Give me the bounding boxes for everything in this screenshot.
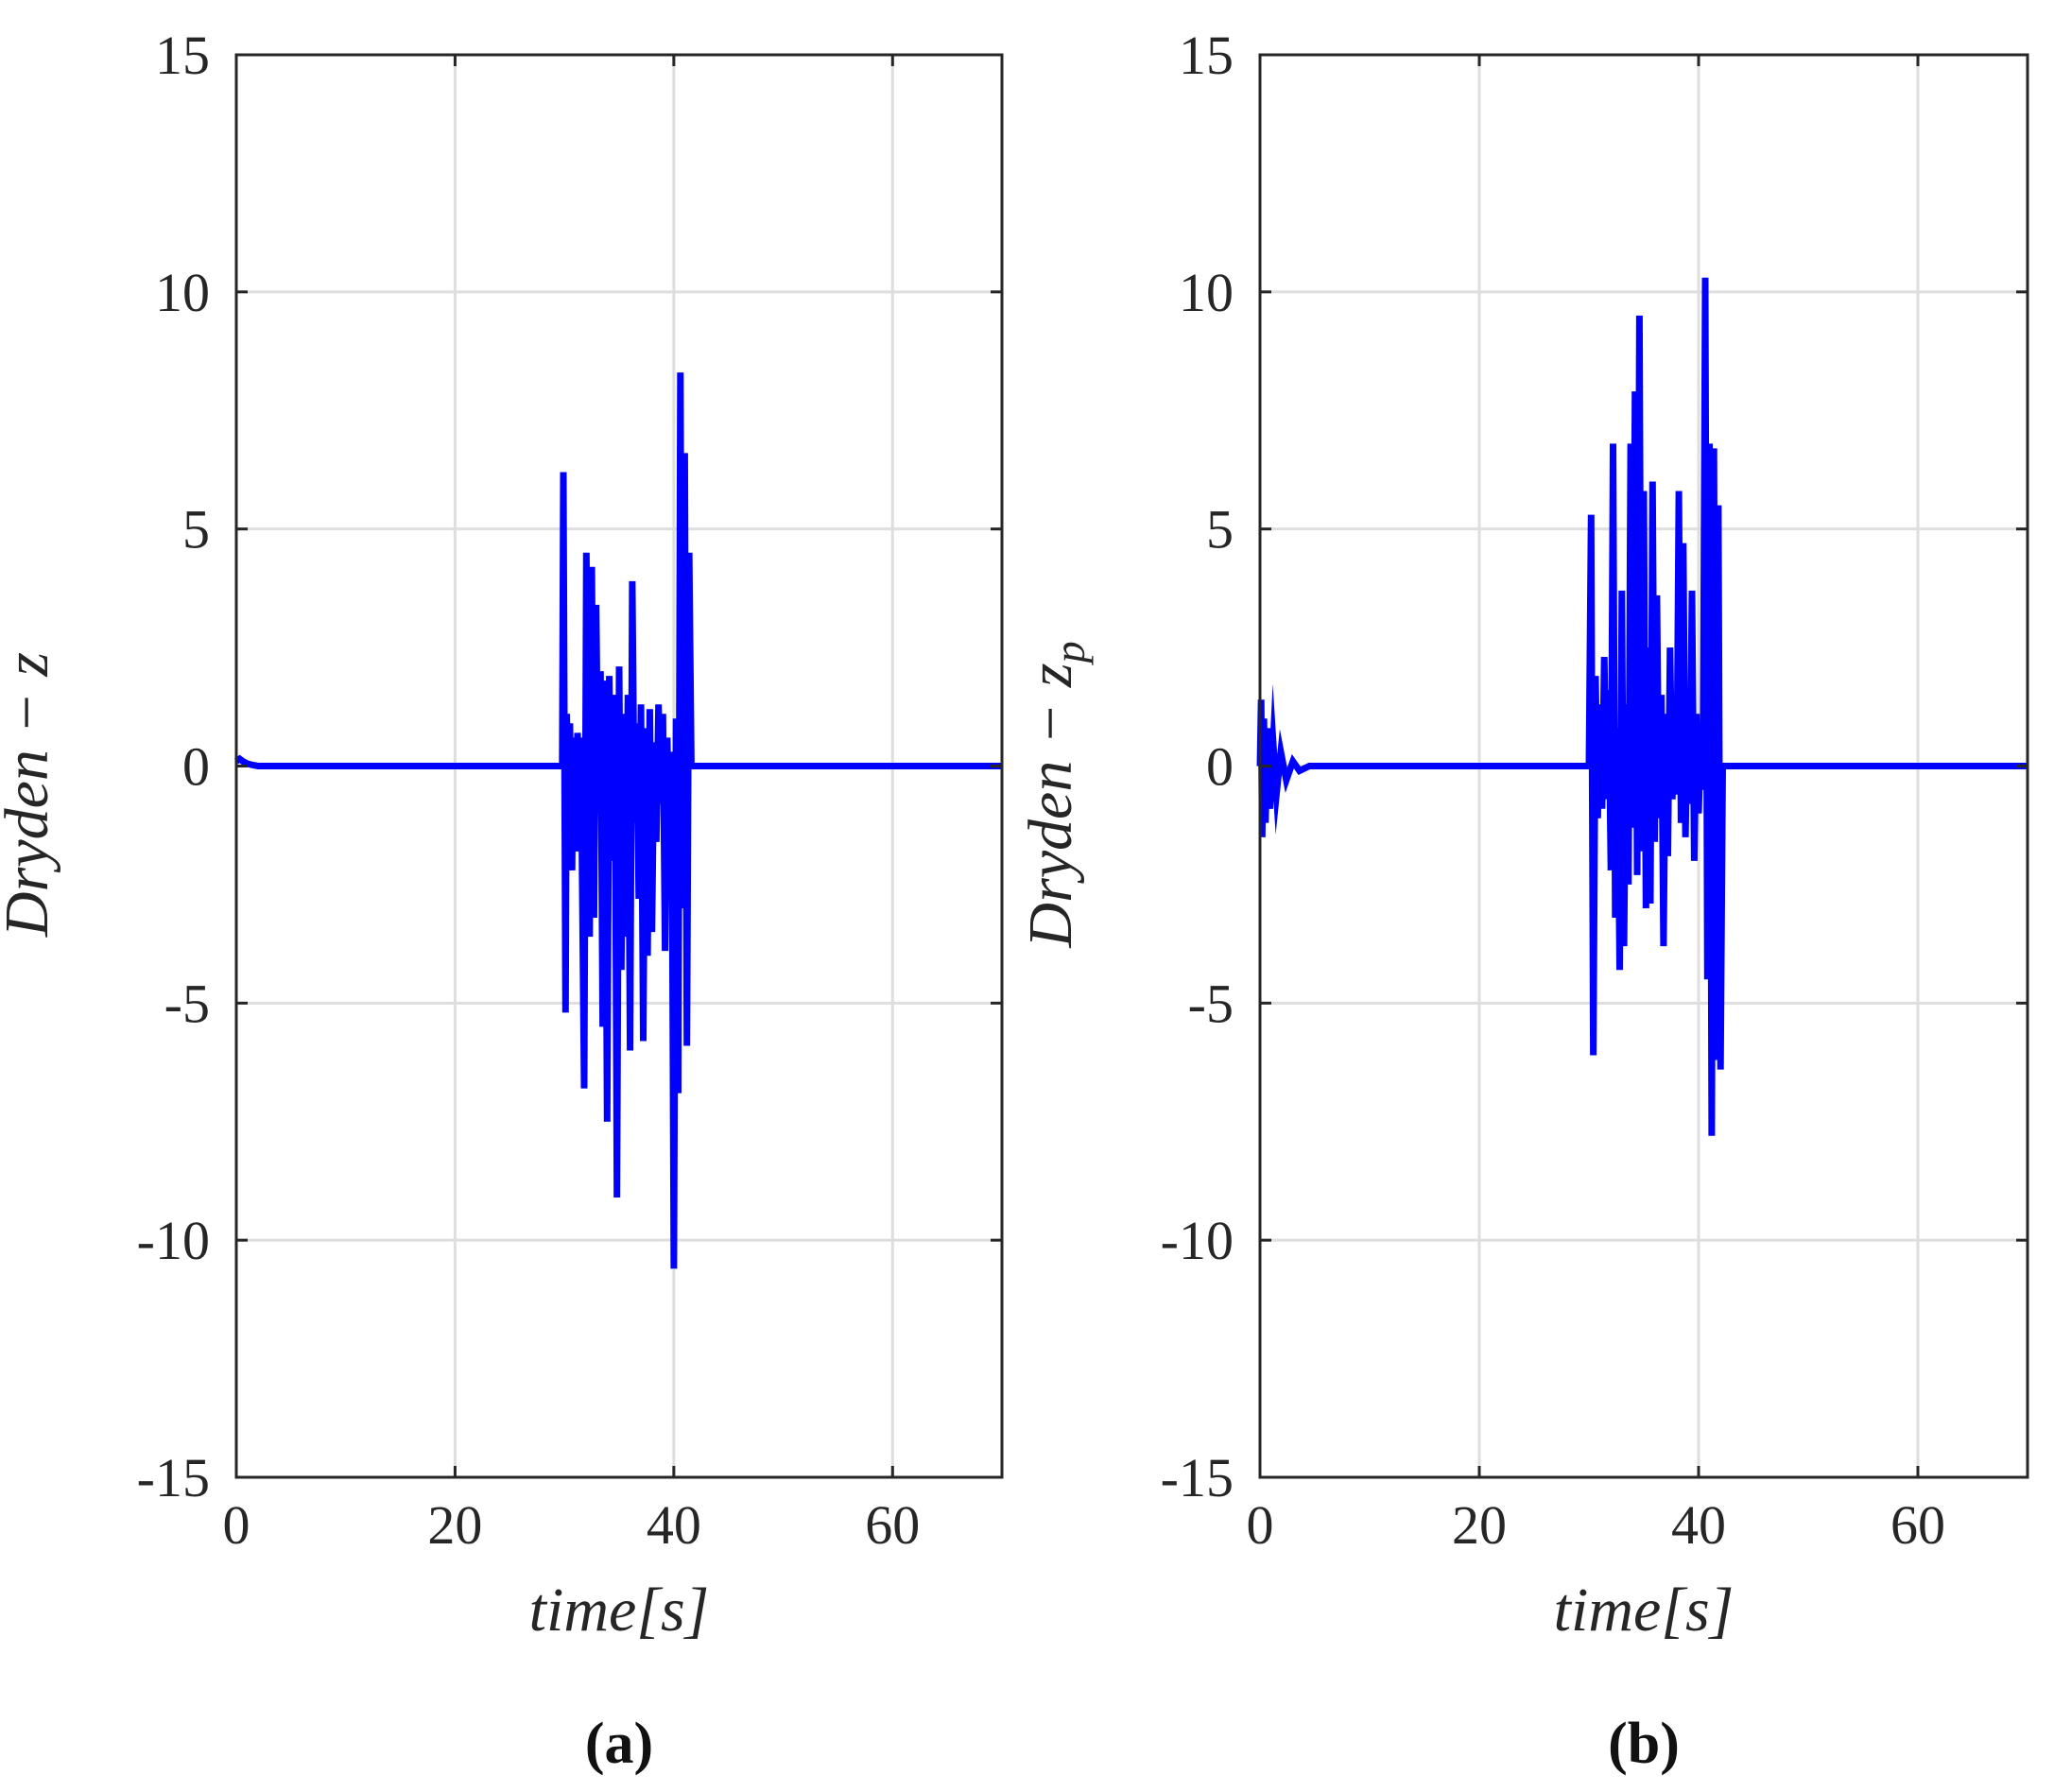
x-tick-label: 0 [1247,1494,1274,1556]
y-axis-label-main: Dryden − z [1016,663,1085,948]
x-tick-label: 20 [427,1494,482,1556]
panel-caption: (a) [585,1712,653,1776]
y-tick-label: 15 [155,25,210,86]
y-tick-label: 10 [1179,262,1234,323]
y-ticks: 15 10 5 0 -5 -10 -15 [137,25,1002,1508]
x-tick-label: 60 [865,1494,920,1556]
x-tick-label: 40 [1671,1494,1726,1556]
y-tick-label: -15 [1161,1447,1234,1508]
panel-b: 0 20 40 60 15 10 5 0 -5 -10 -15 time[s] Dryden − … [1016,25,2029,1776]
y-tick-label: 15 [1179,25,1234,86]
y-axis-label-main: Dryden − z [0,652,61,938]
y-tick-label: -10 [1161,1210,1234,1271]
y-tick-label: 5 [182,499,210,560]
x-ticks: 0 20 40 60 [223,55,920,1556]
x-tick-label: 40 [647,1494,701,1556]
y-tick-label: -5 [164,973,210,1034]
x-tick-label: 20 [1452,1494,1507,1556]
y-axis-label: Dryden − z [0,652,61,938]
y-tick-label: -5 [1188,973,1234,1034]
y-axis-label: Dryden − zp [1016,641,1094,948]
y-tick-label: 0 [182,736,210,798]
y-tick-label: 0 [1206,736,1234,798]
x-axis-label: time[s] [529,1576,710,1645]
y-tick-label: -10 [137,1210,210,1271]
series-line [233,372,1002,1269]
y-tick-label: -15 [137,1447,210,1508]
x-tick-label: 60 [1890,1494,1945,1556]
series-polyline [233,372,1002,1269]
y-tick-label: 5 [1206,499,1234,560]
x-tick-label: 0 [223,1494,250,1556]
y-axis-label-sub: p [1045,641,1094,665]
y-tick-label: 10 [155,262,210,323]
x-axis-label: time[s] [1554,1576,1735,1645]
panel-caption: (b) [1608,1712,1680,1776]
series-line [1256,277,2028,1136]
panel-a: 0 20 40 60 15 10 5 0 -5 -10 -15 time[s] Dryden − … [0,25,1004,1776]
x-ticks: 0 20 40 60 [1247,55,1945,1556]
y-ticks: 15 10 5 0 -5 -10 -15 [1161,25,2028,1508]
series-polyline [1256,277,2028,1136]
